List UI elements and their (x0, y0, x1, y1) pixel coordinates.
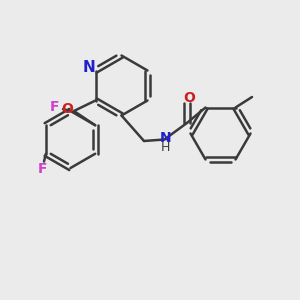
Text: F: F (38, 162, 47, 176)
Text: O: O (61, 102, 73, 116)
Text: F: F (50, 100, 60, 114)
Text: N: N (160, 131, 172, 145)
Text: H: H (161, 141, 171, 154)
Text: O: O (183, 91, 195, 105)
Text: N: N (82, 60, 95, 75)
